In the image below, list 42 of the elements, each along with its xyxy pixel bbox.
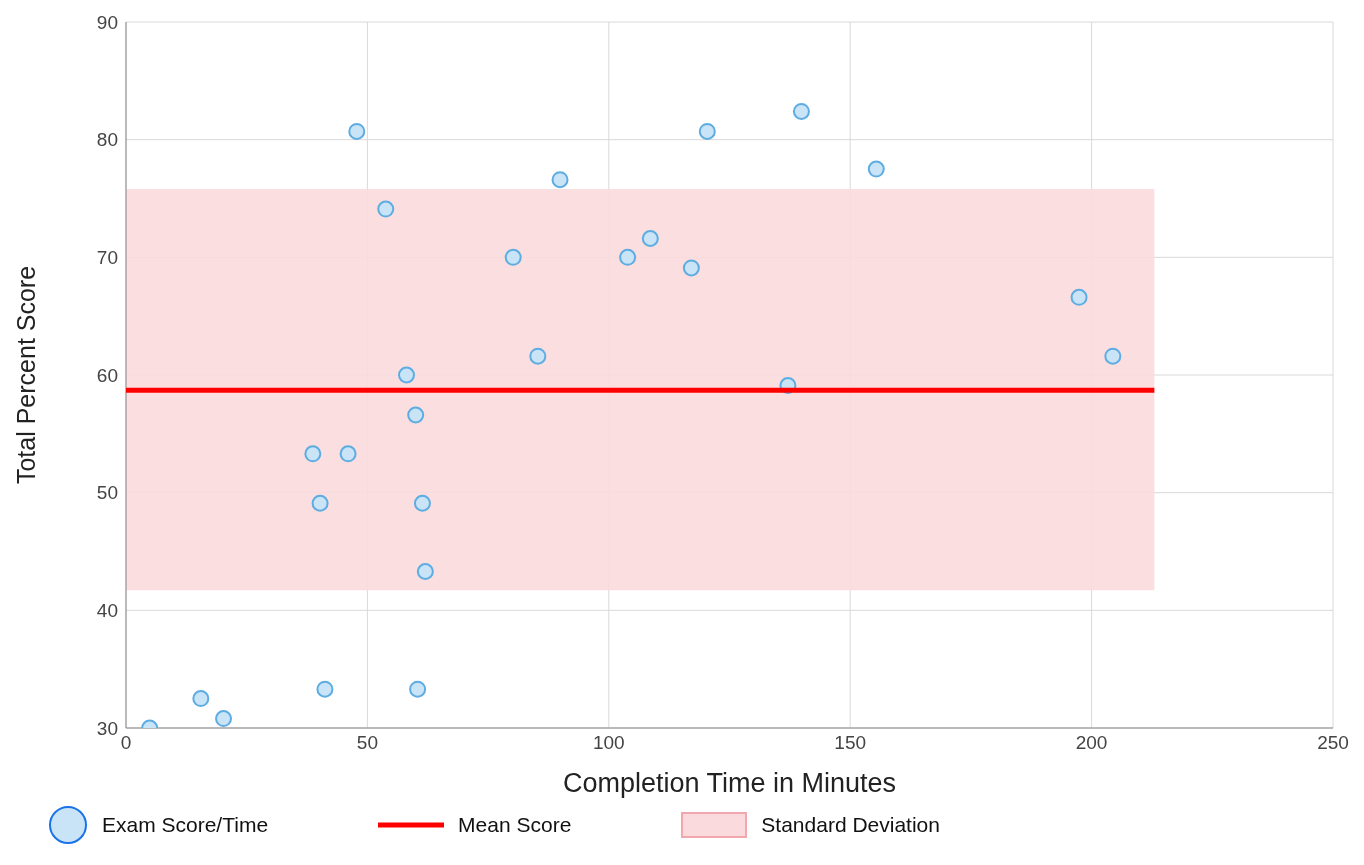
- point: [316, 680, 334, 698]
- point: [348, 122, 366, 140]
- point: [311, 494, 329, 512]
- point: [1104, 347, 1122, 365]
- point: [398, 366, 416, 384]
- x-axis-title: Completion Time in Minutes: [561, 768, 898, 799]
- y-tick-label: 70: [96, 247, 118, 269]
- point: [619, 248, 637, 266]
- point: [377, 200, 395, 218]
- point: [413, 494, 431, 512]
- point: [682, 259, 700, 277]
- x-tick-label: 250: [1317, 732, 1349, 754]
- x-tick-label: 100: [592, 732, 625, 754]
- y-tick-label: 60: [96, 364, 118, 386]
- point: [215, 710, 233, 728]
- legend-label: Exam Score/Time: [102, 813, 269, 837]
- x-tick-label: 50: [356, 732, 378, 754]
- x-tick-label: 150: [834, 732, 867, 754]
- point: [407, 406, 425, 424]
- y-tick-label: 40: [96, 600, 118, 622]
- point: [409, 680, 427, 698]
- point: [192, 690, 210, 708]
- point: [698, 122, 716, 140]
- legend-label: Mean Score: [458, 813, 572, 837]
- y-tick-label: 30: [96, 717, 118, 739]
- point: [641, 230, 659, 248]
- point: [339, 445, 357, 463]
- point: [304, 445, 322, 463]
- legend-label: Standard Deviation: [761, 813, 940, 837]
- x-tick-label: 0: [120, 732, 132, 754]
- point: [504, 248, 522, 266]
- point: [416, 563, 434, 580]
- y-tick-label: 80: [96, 129, 118, 151]
- point: [792, 102, 810, 120]
- point: [529, 347, 547, 365]
- point: [867, 160, 885, 178]
- point: [1070, 288, 1088, 306]
- x-tick-label: 200: [1075, 732, 1108, 754]
- y-tick-label: 50: [96, 482, 118, 504]
- y-tick-label: 90: [96, 11, 118, 33]
- y-axis-title: Total Percent Score: [11, 265, 40, 485]
- point: [551, 171, 569, 189]
